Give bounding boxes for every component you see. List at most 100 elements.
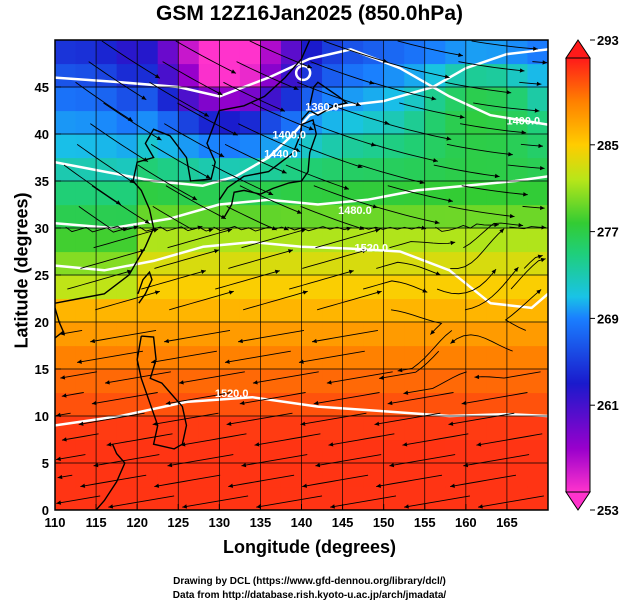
streamline [241,454,308,467]
streamline-arrow [220,214,226,219]
field-cell [506,204,529,229]
streamline [312,330,378,343]
field-cell [239,157,262,182]
field-cell [55,110,77,135]
field-cell [506,157,529,182]
y-tick-label: 10 [35,409,49,424]
x-tick-label: 145 [332,515,354,530]
field-cell [239,322,262,347]
colorbar-tick-label: 261 [597,398,619,413]
streamline [297,81,361,106]
field-cell [322,228,344,253]
streamline [359,164,425,184]
field-cell [301,110,323,135]
field-cell [363,87,385,112]
streamline-arrow [508,152,513,157]
streamline [474,371,541,379]
field-cell [445,204,467,229]
streamline-arrow [444,74,450,79]
field-cell [260,275,282,300]
field-cell [363,134,385,159]
streamline [241,228,307,249]
streamline [471,40,538,50]
streamline [298,143,363,168]
field-cell [465,392,487,417]
streamline [404,495,471,508]
streamline [435,223,499,232]
streamline-arrow [208,228,214,233]
field-cell [404,157,426,182]
streamline [323,40,388,63]
field-cell [239,369,262,394]
streamline [326,371,393,384]
streamline [285,164,350,190]
field-cell [198,228,220,253]
field-cell [486,369,508,394]
field-cell [198,345,220,370]
streamline [108,495,175,508]
field-cell [445,369,467,394]
streamline-arrow [126,269,132,274]
streamline-arrow [459,114,465,119]
field-cell [445,463,467,488]
field-cell [445,298,467,323]
field-cell [198,486,220,510]
field-cell [404,40,426,65]
field-cell [137,63,159,88]
height-contour [55,175,548,230]
field-cell [219,345,241,370]
field-cell [424,157,446,182]
streamline-arrow [227,228,233,233]
field-cell [404,134,426,159]
field-cell [506,345,529,370]
field-cell [404,439,426,464]
streamline [91,185,150,224]
streamline-arrow [387,400,393,406]
field-cell [465,416,487,441]
field-cell [96,134,118,159]
field-cell [527,275,548,300]
streamline [150,143,211,179]
field-cell [219,416,241,441]
field-cell [157,228,179,253]
streamline-arrow [435,271,441,276]
streamline [476,433,543,446]
field-cell [75,228,97,253]
field-cell [506,251,529,276]
streamline [302,249,368,269]
field-cell [280,463,303,488]
field-cell [363,322,385,347]
field-cell [260,439,282,464]
field-cell [322,275,344,300]
field-cell [198,416,220,441]
streamline-arrow [315,462,321,468]
field-cell [239,463,262,488]
field-cell [342,204,364,229]
field-cell [198,63,220,88]
field-cell [55,392,77,417]
field-cell [301,157,323,182]
field-cell [424,345,446,370]
streamline [60,371,97,379]
field-cell [445,416,467,441]
field-cell [116,228,138,253]
streamline-arrow [143,157,149,162]
field-cell [178,416,200,441]
streamline-arrow [144,219,150,224]
streamline [177,102,238,136]
streamline [75,81,133,122]
streamline [238,330,305,343]
streamline-arrow [537,254,543,259]
streamline-arrow [306,64,312,69]
y-tick-label: 30 [35,221,49,236]
field-cell [486,416,508,441]
streamline [463,454,530,467]
colorbar-tick-label: 253 [597,503,619,518]
streamline [95,290,160,311]
streamline-arrow [431,96,437,101]
field-cell [506,110,529,135]
field-cell [96,181,118,206]
field-cell [363,416,385,441]
streamline-arrow [57,474,63,480]
streamline-arrow [252,380,258,385]
